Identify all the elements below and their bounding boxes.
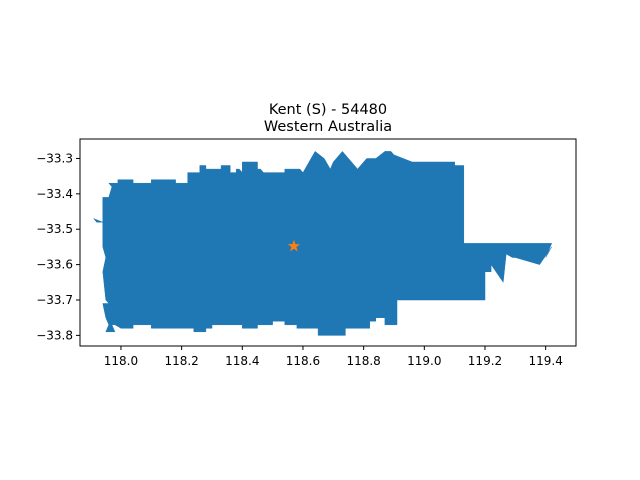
- axes-frame: [79, 138, 577, 347]
- x-tick-label: 118.8: [346, 354, 380, 368]
- region-polygon: [93, 151, 553, 336]
- y-tick-label: −33.6: [36, 258, 73, 272]
- x-tick-label: 118.2: [164, 354, 198, 368]
- centroid-star-marker: [287, 239, 301, 252]
- y-tick-label: −33.4: [36, 187, 73, 201]
- x-tick-label: 118.6: [286, 354, 320, 368]
- y-tick-label: −33.7: [36, 293, 73, 307]
- x-tick-label: 119.2: [468, 354, 502, 368]
- x-tick-label: 118.4: [225, 354, 259, 368]
- title-line-2: Western Australia: [264, 119, 392, 135]
- y-tick-label: −33.5: [36, 222, 73, 236]
- x-tick-label: 119.4: [528, 354, 562, 368]
- x-tick-label: 118.0: [104, 354, 138, 368]
- title-line-1: Kent (S) - 54480: [269, 102, 387, 118]
- x-tick-label: 119.0: [407, 354, 441, 368]
- y-tick-label: −33.8: [36, 328, 73, 342]
- y-tick-label: −33.3: [36, 151, 73, 165]
